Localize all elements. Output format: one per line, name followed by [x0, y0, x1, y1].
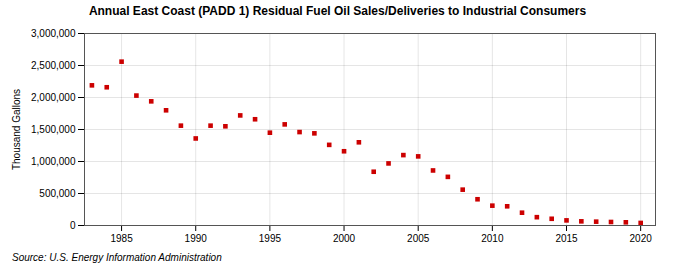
svg-text:500,000: 500,000	[39, 188, 76, 199]
svg-text:0: 0	[70, 220, 76, 231]
html-text:Source: U.S. Energy Informatio: Source: U.S. Energy Information Administ…	[12, 252, 222, 263]
svg-text:2015: 2015	[555, 233, 578, 244]
svg-text:3,000,000: 3,000,000	[31, 28, 76, 39]
svg-text:1990: 1990	[185, 233, 208, 244]
svg-text:1985: 1985	[110, 233, 133, 244]
svg-text:2005: 2005	[407, 233, 430, 244]
svg-text:2,500,000: 2,500,000	[31, 60, 76, 71]
svg-text:2000: 2000	[333, 233, 356, 244]
svg-text:Thousand Gallons: Thousand Gallons	[11, 89, 22, 170]
svg-text:2,000,000: 2,000,000	[31, 92, 76, 103]
svg-text:2020: 2020	[630, 233, 653, 244]
svg-text:1,500,000: 1,500,000	[31, 124, 76, 135]
svg-text:1995: 1995	[259, 233, 282, 244]
svg-text:1,000,000: 1,000,000	[31, 156, 76, 167]
html-text:Annual East Coast (PADD 1) Res: Annual East Coast (PADD 1) Residual Fuel…	[88, 4, 587, 18]
svg-text:2010: 2010	[481, 233, 504, 244]
